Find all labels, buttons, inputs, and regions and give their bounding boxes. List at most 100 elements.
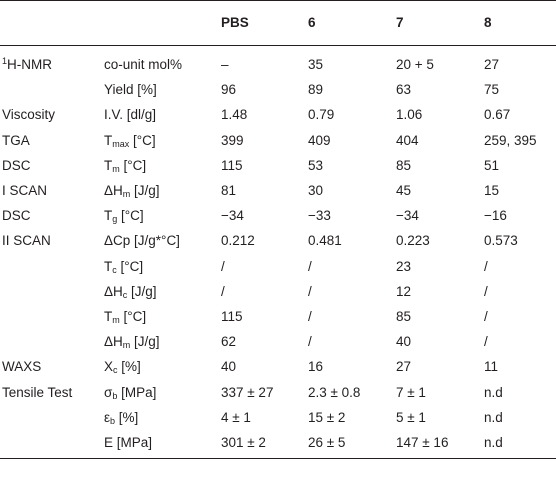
parameter-symbol: ΔCp [J/g*°C] [104,233,180,249]
table-row: ΔHm [J/g] 62/40/ [0,329,556,354]
value-cell: n.d [484,430,556,460]
value-cell: 7 ± 1 [396,384,426,400]
group-text: H-NMR [7,57,53,72]
row-group-label: DSC [0,203,104,228]
parameter-symbol: T [104,258,113,274]
row-parameter: Yield [%] [104,77,221,102]
value-cell: – [221,57,229,72]
group-text: Tensile Test [2,384,73,400]
value-cell: 337 ± 27 [221,384,274,400]
row-group-label: WAXS [0,354,104,379]
row-parameter: Xc [%] [104,354,221,379]
value-cell: / [308,334,312,350]
value-cell: 30 [308,183,324,199]
subscript: m [112,163,120,174]
subscript: g [112,214,118,225]
row-parameter: εb [%] [104,405,221,430]
row-group-label [0,304,104,329]
group-text: TGA [2,132,30,148]
value-cell: 1.06 [396,107,423,123]
value-cell: 409 [308,132,331,148]
group-text: DSC [2,157,31,173]
parameter-symbol: ΔH [104,283,123,299]
subscript: c [122,289,128,300]
header-8: 8 [484,0,556,46]
parameter-symbol: T [104,157,113,173]
properties-table: PBS 6 7 8 1H-NMR co-unit mol% –35 20 + 5 27 Y… [0,0,556,460]
table-row: TGA Tmax [°C] 399 409 404 259, 395 [0,128,556,153]
value-cell: 0.212 [221,233,255,249]
value-cell: 51 [484,157,500,173]
parameter-unit: [J/g] [130,183,160,199]
value-cell: 0.573 [484,233,518,249]
row-parameter: Tmax [°C] [104,128,221,153]
value-cell: / [308,258,312,274]
table-row: Tensile Test σb [MPa] 337 ± 27 2.3 ± 0.8 7 ±… [0,380,556,405]
row-parameter: ΔCp [J/g*°C] [104,228,221,253]
header-row: PBS 6 7 8 [0,0,556,46]
value-cell: 63 [396,82,412,98]
value-cell: 147 ± 16 [396,430,484,460]
value-cell: 15 [484,183,500,199]
subscript: m [122,189,131,200]
value-cell: 40 [396,334,412,350]
row-parameter: Tm [°C] [104,304,221,329]
table-row: DSC Tm [°C] 115 53 85 51 [0,153,556,178]
value-cell: / [221,283,225,299]
table-row: 1H-NMR co-unit mol% –35 20 + 5 27 [0,46,556,78]
row-group-label [0,329,104,354]
value-cell: 53 [308,157,324,173]
row-group-label [0,279,104,304]
subscript: m [112,315,120,326]
value-cell: 11 [484,359,499,375]
row-parameter: Tc [°C] [104,254,221,279]
group-text: WAXS [2,359,42,375]
parameter-unit: [J/g] [130,334,160,350]
row-group-label: DSC [0,153,104,178]
value-cell: / [484,309,488,325]
value-cell: 259, 395 [484,132,537,148]
parameter-unit: [%] [115,409,139,425]
parameter-symbol: T [104,309,113,325]
value-cell: 1.48 [221,107,248,123]
value-cell: −33 [308,208,331,224]
row-parameter: I.V. [dl/g] [104,102,221,127]
parameter-unit: [%] [117,359,141,375]
value-cell: 27 [396,359,412,375]
value-cell: 0.67 [484,107,511,123]
row-parameter: σb [MPa] [104,380,221,405]
value-cell: 62 [221,334,237,350]
table-row: ΔHc [J/g] //12/ [0,279,556,304]
value-cell: / [308,283,312,299]
header-pbs: PBS [221,0,308,46]
value-cell: 23 [396,258,412,274]
row-parameter: Tm [°C] [104,153,221,178]
parameter-unit: [°C] [129,132,156,148]
group-text: I SCAN [2,183,48,199]
value-cell: / [221,258,225,274]
group-text: Viscosity [2,107,56,123]
value-cell: −34 [396,208,419,224]
row-parameter: ΔHm [J/g] [104,329,221,354]
parameter-symbol: T [104,208,113,224]
parameter-symbol: I.V. [dl/g] [104,107,157,123]
value-cell: 40 [221,359,237,375]
parameter-unit: [°C] [116,258,144,274]
subscript: m [122,340,131,351]
row-group-label [0,254,104,279]
row-parameter: Tg [°C] [104,203,221,228]
value-cell: 35 [308,57,324,72]
table-row: WAXS Xc [%] 40 16 27 11 [0,354,556,379]
row-group-label: I SCAN [0,178,104,203]
table-row: Tc [°C] //23/ [0,254,556,279]
parameter-unit: [J/g] [127,283,157,299]
value-cell: 26 ± 5 [308,430,396,460]
value-cell: 399 [221,132,244,148]
row-parameter: E [MPa] [104,430,221,460]
superscript: 1 [2,56,8,66]
row-parameter: ΔHc [J/g] [104,279,221,304]
value-cell: n.d [484,384,503,400]
header-6: 6 [308,0,396,46]
parameter-symbol: E [MPa] [104,435,153,451]
table-body: 1H-NMR co-unit mol% –35 20 + 5 27 Yield [%] 96… [0,46,556,460]
